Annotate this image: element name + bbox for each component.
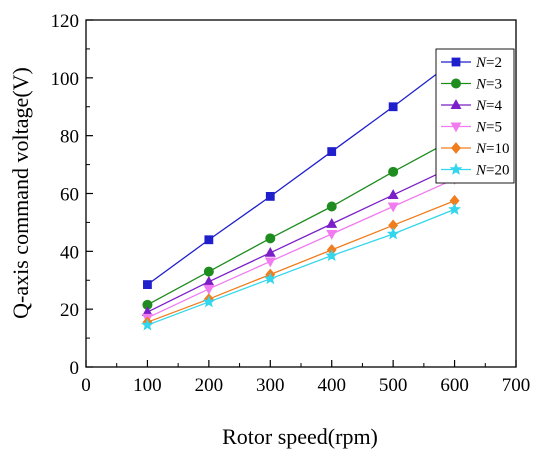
legend-marker — [451, 142, 461, 154]
legend-marker — [450, 99, 462, 109]
series-line — [147, 165, 455, 313]
legend-item: N=4 — [441, 98, 502, 114]
data-point — [202, 295, 216, 308]
x-tick-label: 600 — [440, 375, 469, 396]
data-point — [203, 275, 215, 286]
series-line — [147, 200, 455, 323]
data-point — [387, 202, 399, 213]
x-axis: 0 100 200 300 400 500 600 700 — [81, 360, 530, 396]
legend-label: N=5 — [475, 120, 502, 136]
series-line — [147, 178, 455, 319]
legend-label-value: =10 — [486, 141, 509, 157]
legend-label-value: =2 — [486, 55, 502, 71]
legend-marker — [449, 162, 463, 175]
x-tick-label: 700 — [502, 375, 531, 396]
data-point — [326, 229, 338, 240]
legend-item: N=20 — [441, 163, 509, 179]
data-point — [386, 227, 400, 240]
series-line — [147, 208, 455, 326]
legend-label-var: N — [475, 163, 487, 179]
legend-label-var: N — [475, 120, 487, 136]
data-point — [265, 233, 276, 244]
legend-label-var: N — [475, 141, 487, 157]
x-tick-label: 500 — [379, 375, 408, 396]
legend-label: N=20 — [475, 163, 509, 179]
series-N=5 — [141, 175, 461, 324]
data-point — [327, 147, 337, 156]
legend-marker — [450, 122, 462, 133]
legend-label: N=3 — [475, 77, 502, 93]
legend-marker — [451, 57, 461, 67]
legend-marker — [450, 78, 461, 89]
legend: N=2N=3N=4N=5N=10N=20 — [435, 48, 515, 184]
legend-label: N=4 — [475, 98, 502, 114]
x-axis-title: Rotor speed(rpm) — [222, 424, 378, 449]
data-point — [388, 102, 398, 112]
data-point — [325, 248, 339, 262]
series-N=4 — [141, 160, 461, 317]
legend-label-var: N — [475, 77, 487, 93]
legend-box — [435, 48, 515, 184]
data-point — [264, 246, 276, 257]
y-tick-label: 80 — [60, 127, 79, 148]
x-tick-label: 200 — [195, 375, 224, 396]
y-tick-label: 20 — [60, 300, 79, 321]
legend-item: N=3 — [441, 77, 502, 93]
x-tick-label: 400 — [317, 375, 346, 396]
series-N=3 — [142, 133, 460, 310]
data-point — [203, 266, 214, 277]
data-point — [388, 166, 399, 177]
y-tick-label: 120 — [51, 11, 80, 32]
series-N=10 — [142, 194, 460, 328]
data-point — [203, 284, 215, 295]
legend-item: N=5 — [441, 120, 502, 136]
data-point — [143, 280, 152, 289]
legend-label-value: =5 — [486, 120, 502, 136]
x-tick-label: 100 — [133, 375, 162, 396]
legend-label-value: =3 — [486, 77, 502, 93]
legend-label-var: N — [475, 98, 487, 114]
series-N=20 — [141, 202, 461, 331]
y-axis-title: Q-axis command voltage(V) — [8, 67, 33, 319]
data-point — [326, 201, 337, 212]
legend-item: N=10 — [441, 141, 509, 157]
data-point — [204, 235, 214, 245]
y-tick-label: 0 — [70, 358, 80, 379]
legend-item: N=2 — [441, 55, 502, 71]
data-point — [326, 218, 338, 228]
legend-label-value: =4 — [486, 98, 502, 114]
data-point — [448, 202, 461, 215]
legend-label-var: N — [475, 55, 487, 71]
data-point — [265, 191, 275, 201]
data-point — [387, 189, 399, 199]
legend-label: N=2 — [475, 55, 502, 71]
data-point — [141, 318, 154, 331]
series-line — [147, 137, 455, 306]
legend-label-value: =20 — [486, 163, 509, 179]
y-tick-label: 100 — [51, 69, 80, 90]
series-line — [147, 59, 455, 286]
y-tick-label: 60 — [60, 185, 79, 206]
y-axis: 0 20 40 60 80 100 120 — [51, 11, 93, 379]
x-tick-label: 300 — [256, 375, 285, 396]
y-tick-label: 40 — [60, 242, 79, 263]
data-point — [263, 272, 277, 285]
series-layer — [141, 56, 461, 331]
legend-label: N=10 — [475, 141, 509, 157]
series-N=2 — [143, 56, 459, 289]
data-point — [264, 257, 276, 268]
x-tick-label: 0 — [81, 375, 91, 396]
